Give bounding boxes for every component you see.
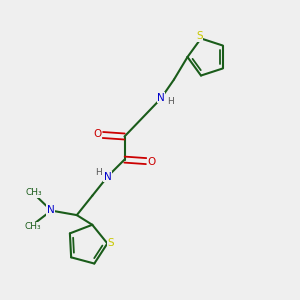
Text: H: H — [167, 98, 173, 106]
Text: N: N — [157, 92, 165, 103]
Text: H: H — [95, 168, 102, 177]
Text: N: N — [47, 205, 55, 215]
Text: O: O — [147, 157, 156, 167]
Text: S: S — [196, 31, 203, 41]
Text: CH₃: CH₃ — [25, 222, 42, 231]
Text: N: N — [103, 172, 111, 182]
Text: S: S — [108, 238, 114, 248]
Text: O: O — [93, 129, 102, 139]
Text: CH₃: CH₃ — [26, 188, 43, 197]
